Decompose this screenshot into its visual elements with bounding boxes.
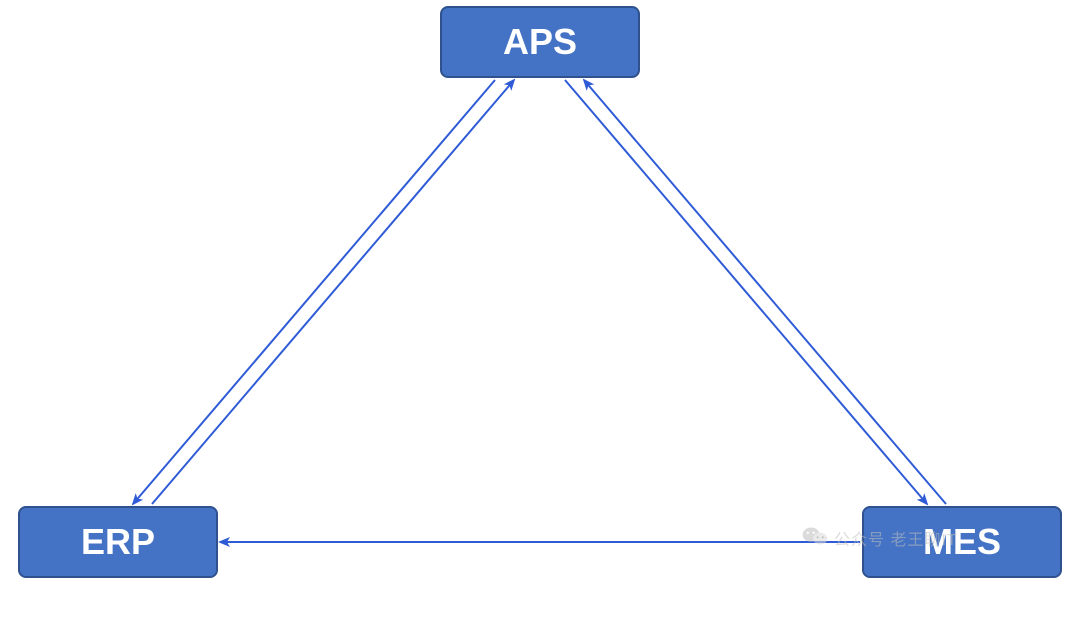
wechat-icon <box>802 525 828 551</box>
node-erp-label: ERP <box>81 521 155 563</box>
watermark-text: 公众号 老王聊IT <box>834 526 958 550</box>
node-aps: APS <box>440 6 640 78</box>
watermark: 公众号 老王聊IT <box>802 525 958 551</box>
node-erp: ERP <box>18 506 218 578</box>
edge-1 <box>152 80 514 504</box>
node-aps-label: APS <box>503 21 577 63</box>
edge-3 <box>584 80 946 504</box>
edge-0 <box>133 80 495 504</box>
edge-2 <box>565 80 927 504</box>
